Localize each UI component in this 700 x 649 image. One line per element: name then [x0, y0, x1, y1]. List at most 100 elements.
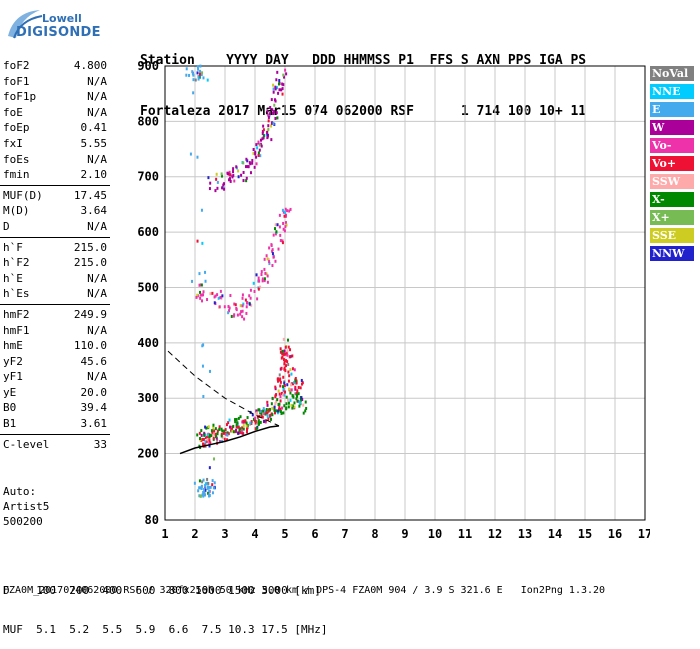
- data-point: [208, 433, 211, 437]
- data-point: [283, 393, 286, 397]
- data-point: [245, 311, 248, 315]
- data-point: [257, 287, 260, 291]
- param-label: D: [3, 219, 10, 233]
- data-point: [226, 433, 229, 437]
- data-point: [188, 73, 191, 77]
- data-point: [261, 279, 264, 283]
- param-value: 215.0: [73, 256, 107, 270]
- data-point: [258, 148, 261, 152]
- data-point: [200, 283, 203, 287]
- data-point: [260, 412, 263, 416]
- param-value: 215.0: [73, 240, 107, 254]
- data-point: [248, 302, 251, 306]
- data-point: [273, 405, 276, 409]
- data-point: [266, 109, 269, 113]
- data-point: [249, 421, 252, 425]
- data-point: [199, 296, 202, 300]
- param-label: yF2: [3, 354, 23, 368]
- distance-row: D 100 200 400 600 800 1000 1500 3000 [km…: [3, 584, 321, 597]
- data-point: [256, 146, 259, 150]
- x-tick-label: 4: [251, 527, 258, 541]
- data-point: [234, 418, 237, 422]
- data-point: [240, 310, 243, 314]
- data-point: [212, 432, 215, 436]
- data-point: [287, 370, 290, 374]
- data-point: [235, 428, 238, 432]
- data-point: [227, 311, 230, 315]
- data-point: [283, 229, 286, 233]
- data-point: [293, 380, 296, 384]
- data-point: [281, 87, 284, 91]
- data-point: [274, 411, 277, 415]
- polarization-legend: NoVal NNE E W Vo- Vo+ SSW X- X+ SSE NNW: [650, 66, 694, 264]
- data-point: [268, 262, 271, 266]
- legend-item-vo: Vo+: [650, 156, 694, 171]
- legend-item-nne: NNE: [650, 84, 694, 99]
- y-tick-label: 700: [137, 170, 159, 184]
- data-point: [271, 108, 274, 112]
- data-point: [281, 208, 284, 212]
- data-point: [202, 438, 205, 442]
- data-point: [262, 136, 265, 140]
- data-point: [294, 385, 297, 389]
- data-point: [273, 98, 276, 102]
- data-point: [239, 312, 242, 316]
- header-line-1: Station YYYY DAY DDD HHMMSS P1 FFS S AXN…: [140, 53, 587, 68]
- data-point: [241, 426, 244, 430]
- data-point: [244, 298, 247, 302]
- data-point: [284, 221, 287, 225]
- legend-item-x: X+: [650, 210, 694, 225]
- file-info: FZA0M_2017074062000.RSF / 320fx256h 50 k…: [3, 585, 606, 596]
- data-point: [291, 404, 294, 408]
- data-point: [289, 398, 292, 402]
- data-point: [229, 425, 232, 429]
- data-point: [270, 138, 273, 142]
- data-point: [204, 484, 207, 488]
- data-point: [210, 429, 213, 433]
- data-point: [271, 248, 274, 252]
- data-point: [304, 409, 307, 413]
- data-point: [208, 441, 211, 445]
- data-point: [286, 398, 289, 402]
- data-point: [213, 295, 216, 299]
- data-point: [266, 403, 269, 407]
- data-point: [279, 409, 282, 413]
- param-value: N/A: [87, 370, 107, 384]
- data-point: [202, 290, 205, 294]
- data-point: [206, 435, 209, 439]
- param-value: N/A: [87, 152, 107, 166]
- data-point: [281, 349, 284, 353]
- data-point: [295, 397, 298, 401]
- data-point: [281, 241, 284, 245]
- data-point: [208, 444, 211, 448]
- data-point: [300, 378, 303, 382]
- data-point: [266, 136, 269, 140]
- data-point: [257, 140, 260, 144]
- data-point: [211, 430, 214, 434]
- param-label: yE: [3, 385, 17, 399]
- data-point: [245, 157, 248, 161]
- param-value: 39.4: [80, 401, 108, 415]
- x-tick-label: 9: [401, 527, 408, 541]
- x-tick-label: 12: [488, 527, 502, 541]
- data-point: [225, 423, 228, 427]
- data-point: [282, 393, 285, 397]
- data-point: [216, 186, 219, 190]
- data-point: [242, 427, 245, 431]
- data-point: [208, 485, 211, 489]
- data-point: [235, 165, 238, 169]
- series-es-layer-returns: [185, 64, 216, 498]
- data-point: [284, 369, 287, 373]
- data-point: [227, 172, 230, 176]
- data-point: [285, 406, 288, 410]
- data-point: [246, 301, 249, 305]
- param-label: M(D): [3, 204, 30, 218]
- series-multiple-echo-2f: [191, 207, 292, 321]
- data-point: [285, 223, 288, 227]
- data-point: [215, 177, 218, 181]
- scaled-parameters-panel: foF2 4.800 foF1 N/A foF1p N/A foE N/A foEp 0.41 fx…: [0, 58, 110, 452]
- data-point: [261, 130, 264, 134]
- data-point: [200, 208, 203, 212]
- data-point: [246, 423, 249, 427]
- data-point: [211, 483, 214, 487]
